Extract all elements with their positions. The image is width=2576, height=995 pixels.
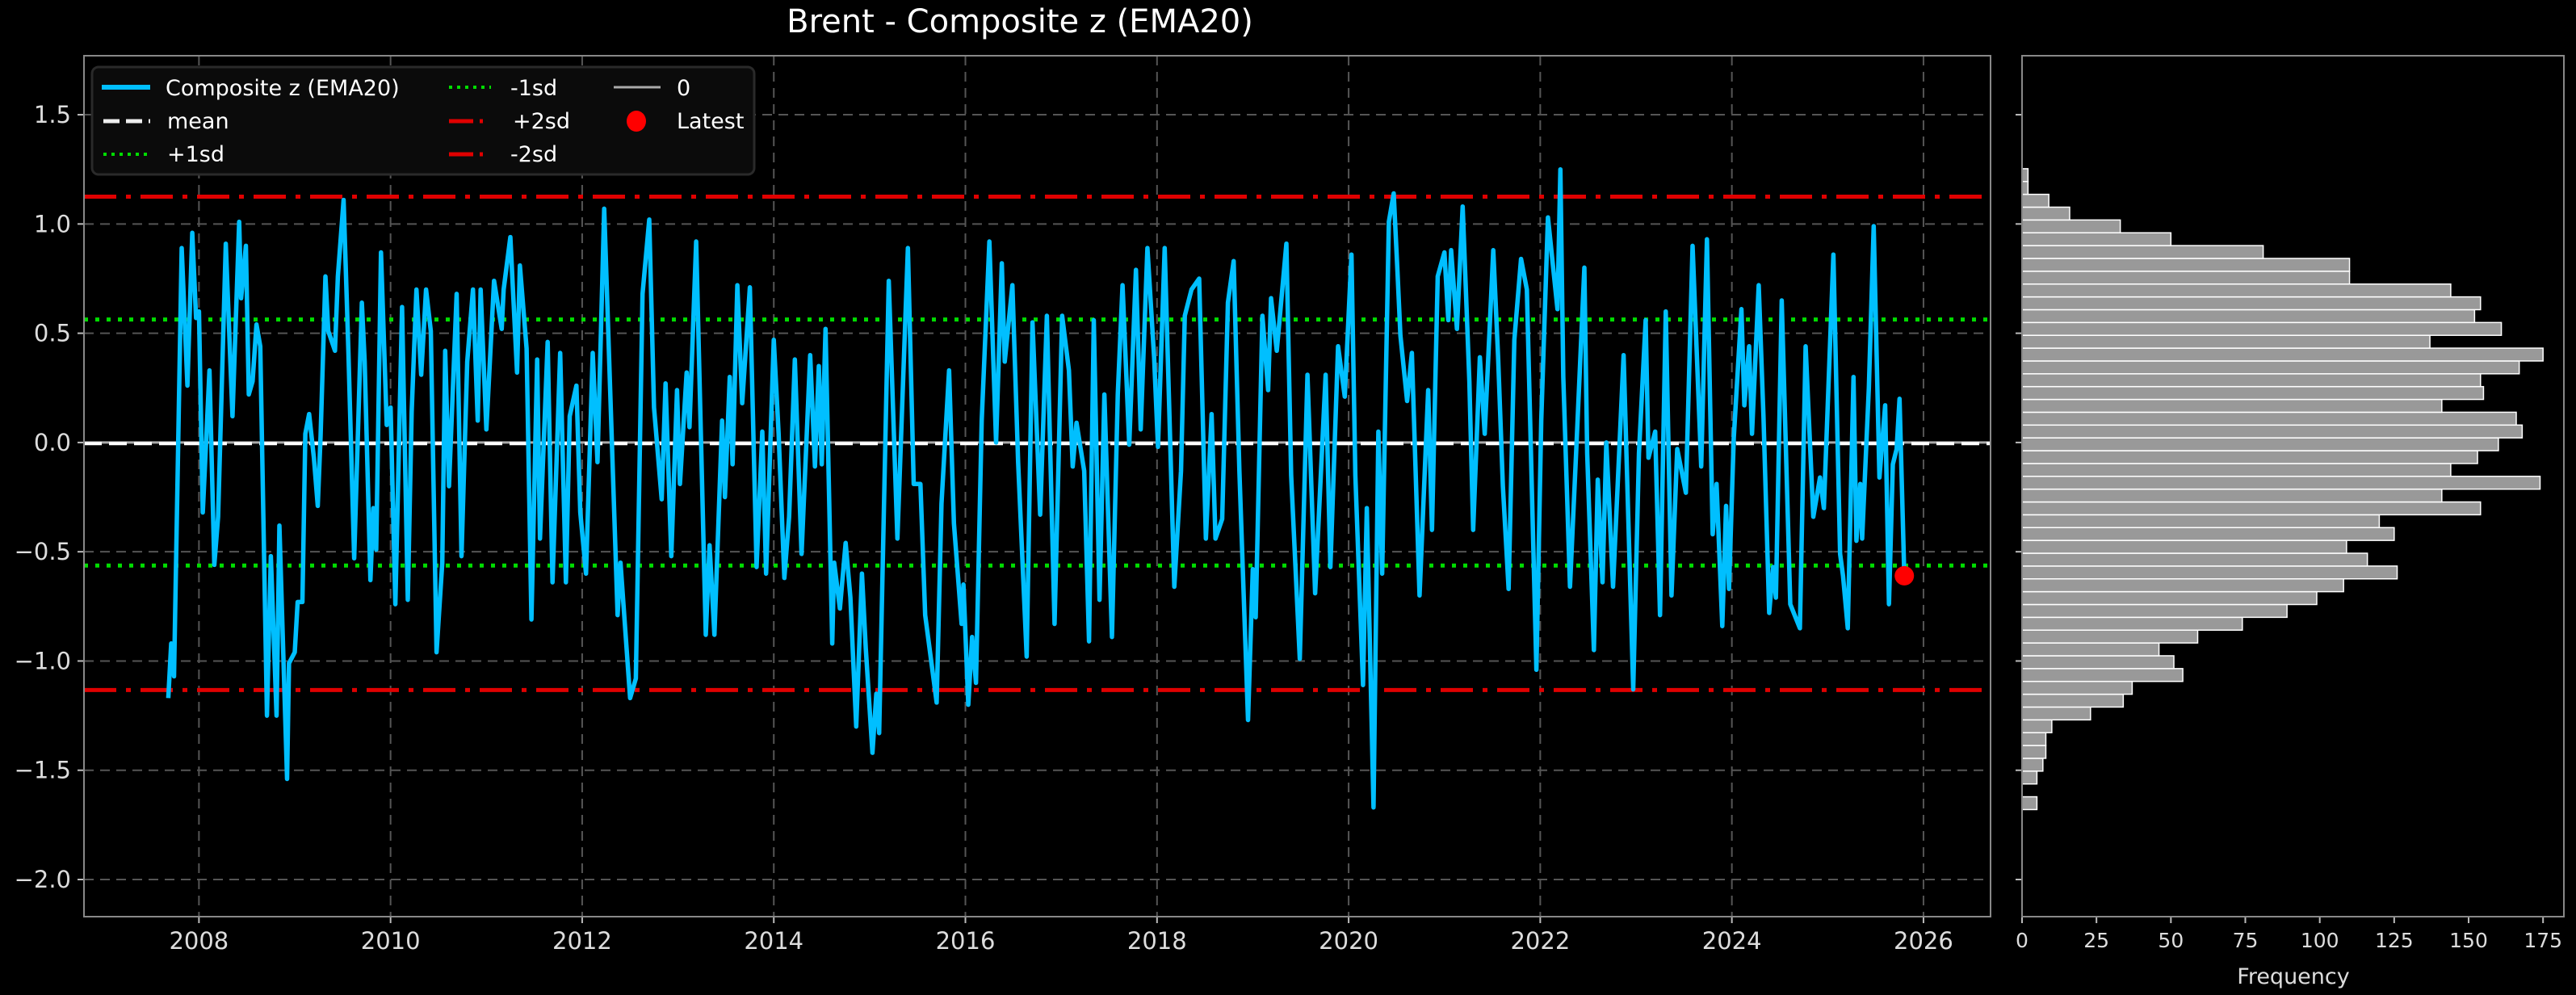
histogram-bar <box>2021 385 2485 401</box>
x-tick-label: 2020 <box>1319 927 1378 955</box>
histogram-bar <box>2021 245 2264 259</box>
histogram-bar <box>2021 501 2482 516</box>
histogram-bar <box>2021 590 2318 606</box>
histogram-bar <box>2021 603 2288 619</box>
histogram-bar <box>2021 258 2351 272</box>
histogram-bar <box>2021 693 2125 708</box>
legend-label-minus1sd: -1sd <box>510 76 557 101</box>
hist-x-tick-label: 0 <box>2016 929 2028 952</box>
histogram-bar <box>2021 655 2175 670</box>
y-tick-label: −1.5 <box>15 757 71 784</box>
histogram-bar <box>2021 732 2047 746</box>
histogram-bar <box>2021 539 2347 554</box>
histogram-bar <box>2021 271 2351 285</box>
histogram-bar <box>2021 411 2517 426</box>
histogram-bar <box>2021 629 2199 644</box>
histogram-bar <box>2021 745 2047 759</box>
x-tick-label: 2014 <box>744 927 803 955</box>
legend-handle-latest <box>627 111 646 132</box>
legend: Composite z (EMA20) mean +1sd -1sd +2sd … <box>90 65 756 176</box>
histogram-plot: 0 25 50 75 100 125 150 175 <box>2016 55 2565 952</box>
histogram-bar <box>2021 347 2544 362</box>
histogram-bar <box>2021 758 2044 772</box>
hist-axes-frame <box>2021 55 2565 917</box>
x-tick-label: 2018 <box>1127 927 1187 955</box>
histogram-bar <box>2021 168 2029 183</box>
hist-x-tick-label: 125 <box>2375 929 2414 952</box>
hist-x-tick-label: 75 <box>2233 929 2259 952</box>
histogram-bar <box>2021 424 2524 439</box>
legend-label-plus1sd: +1sd <box>167 142 224 167</box>
x-tick-label: 2026 <box>1894 927 1953 955</box>
histogram-bar <box>2021 334 2431 349</box>
histogram-bar <box>2021 283 2452 298</box>
histogram-bar <box>2021 527 2395 541</box>
histogram-bar <box>2021 309 2476 324</box>
histogram-bar <box>2021 398 2443 414</box>
histogram-bar <box>2021 373 2482 388</box>
hist-x-tick-label: 150 <box>2449 929 2488 952</box>
histogram-bar <box>2021 463 2452 477</box>
main-axes-frame <box>83 55 1991 917</box>
legend-label-latest: Latest <box>677 109 744 134</box>
y-tick-label: 0.5 <box>34 320 71 347</box>
latest-point-marker <box>1894 565 1915 586</box>
histogram-bar <box>2021 232 2172 246</box>
histogram-bar <box>2021 450 2478 464</box>
y-tick-label: −0.5 <box>15 538 71 565</box>
histogram-bar <box>2021 616 2243 631</box>
histogram-bar <box>2021 219 2121 233</box>
histogram-bar <box>2021 796 2038 811</box>
histogram-bar <box>2021 180 2029 195</box>
legend-box <box>90 65 756 176</box>
y-tick-label: 1.5 <box>34 101 71 128</box>
y-tick-label: −2.0 <box>15 866 71 893</box>
histogram-bar <box>2021 680 2133 695</box>
x-tick-label: 2022 <box>1510 927 1570 955</box>
y-tick-label: −1.0 <box>15 647 71 674</box>
histogram-x-axis-label: Frequency <box>2237 964 2350 989</box>
histogram-bar <box>2021 437 2499 451</box>
hist-x-tick-label: 175 <box>2524 929 2562 952</box>
y-tick-label: 0.0 <box>34 429 71 456</box>
hist-x-tick-label: 100 <box>2301 929 2339 952</box>
histogram-bar <box>2021 296 2482 311</box>
histogram-bar <box>2021 719 2053 733</box>
histogram-bar <box>2021 770 2038 785</box>
histogram-bar <box>2021 321 2503 336</box>
histogram-bar <box>2021 360 2520 375</box>
histogram-bar <box>2021 488 2443 503</box>
histogram-bar <box>2021 514 2381 529</box>
series-line-composite-z <box>166 166 1907 810</box>
x-tick-label: 2012 <box>552 927 612 955</box>
x-tick-label: 2024 <box>1702 927 1762 955</box>
hist-x-tick-label: 25 <box>2083 929 2109 952</box>
x-tick-label: 2016 <box>936 927 996 955</box>
histogram-bar <box>2021 668 2184 682</box>
main-plot: 1.5 1.0 0.5 0.0 −0.5 −1.0 −1.5 −2.0 2008 2010 2012… <box>15 55 1991 955</box>
y-tick-label: 1.0 <box>34 210 71 237</box>
x-tick-label: 2008 <box>169 927 229 955</box>
histogram-bar <box>2021 565 2398 580</box>
chart-title: Brent - Composite z (EMA20) <box>787 3 1253 40</box>
histogram-bar <box>2021 642 2160 657</box>
histogram-bar <box>2021 206 2070 221</box>
legend-label-mean: mean <box>167 109 229 134</box>
histogram-bar <box>2021 193 2049 208</box>
hist-x-tick-label: 50 <box>2158 929 2184 952</box>
histogram-bar <box>2021 706 2091 721</box>
histogram-bar <box>2021 577 2344 593</box>
legend-label-composite: Composite z (EMA20) <box>166 76 400 101</box>
x-tick-label: 2010 <box>361 927 421 955</box>
legend-label-minus2sd: -2sd <box>510 142 557 167</box>
histogram-bar <box>2021 476 2541 490</box>
legend-label-zero: 0 <box>677 76 690 101</box>
histogram-bar <box>2021 552 2368 567</box>
legend-label-plus2sd: +2sd <box>513 109 570 134</box>
